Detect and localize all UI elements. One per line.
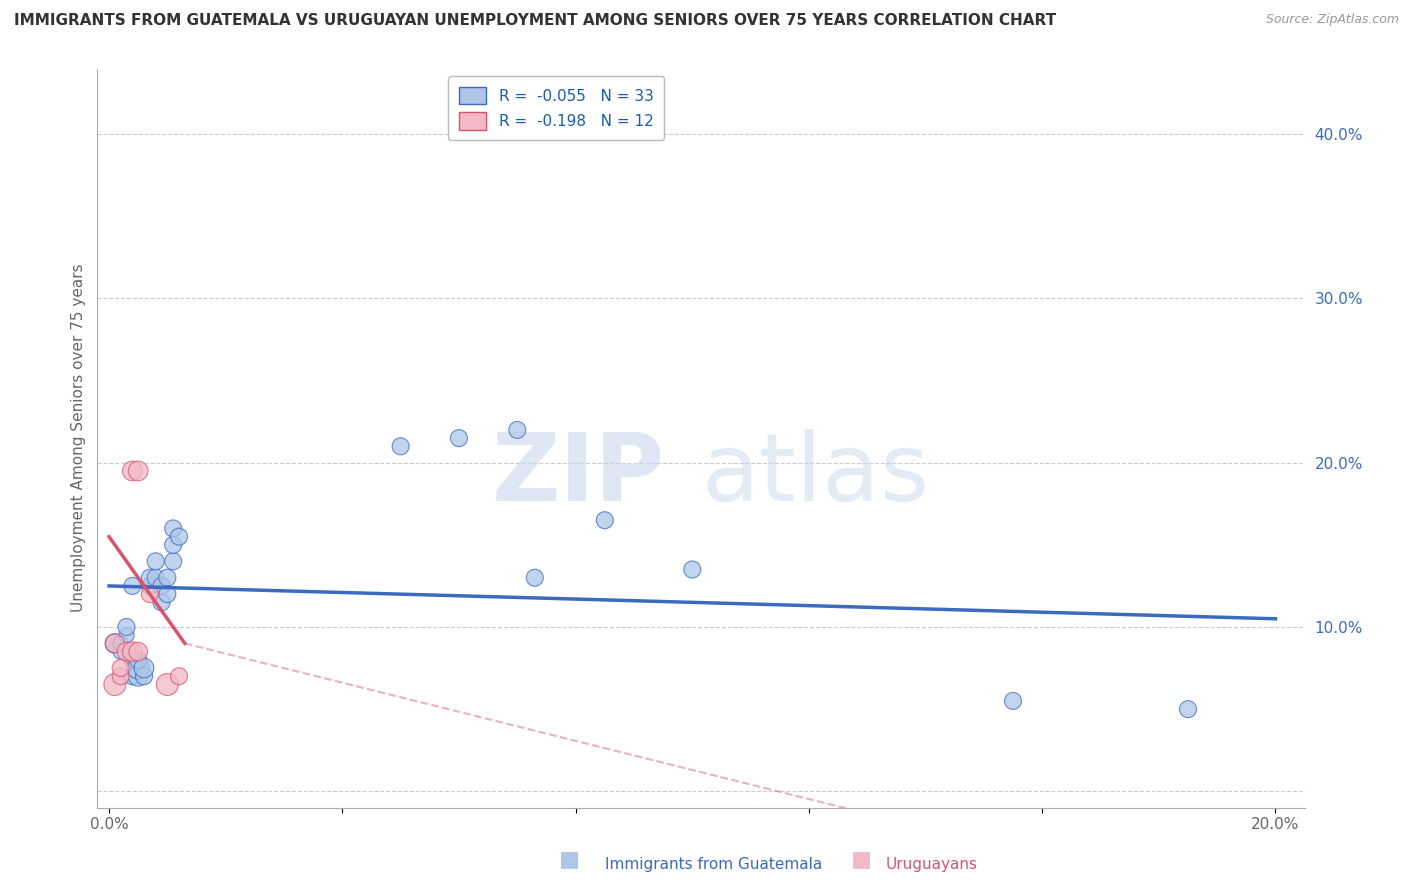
Legend: R =  -0.055   N = 33, R =  -0.198   N = 12: R = -0.055 N = 33, R = -0.198 N = 12 <box>449 76 664 140</box>
Point <box>127 645 149 659</box>
Text: ■: ■ <box>560 849 579 869</box>
Point <box>127 464 149 478</box>
Y-axis label: Unemployment Among Seniors over 75 years: Unemployment Among Seniors over 75 years <box>72 264 86 613</box>
Point <box>139 587 162 601</box>
Point <box>156 677 179 691</box>
Point <box>132 661 155 675</box>
Point <box>104 636 127 650</box>
Point <box>121 464 143 478</box>
Point <box>132 669 155 683</box>
Point <box>104 636 127 650</box>
Text: Uruguayans: Uruguayans <box>886 857 977 872</box>
Point <box>1177 702 1199 716</box>
Text: Source: ZipAtlas.com: Source: ZipAtlas.com <box>1265 13 1399 27</box>
Point <box>110 669 132 683</box>
Point <box>139 579 162 593</box>
Point <box>110 636 132 650</box>
Point <box>506 423 529 437</box>
Point <box>145 554 167 568</box>
Point <box>127 669 149 683</box>
Point <box>127 661 149 675</box>
Point <box>447 431 470 445</box>
Point <box>127 653 149 667</box>
Point <box>593 513 616 527</box>
Text: ■: ■ <box>852 849 872 869</box>
Point <box>167 530 190 544</box>
Point <box>162 521 184 535</box>
Point <box>389 439 412 453</box>
Text: Immigrants from Guatemala: Immigrants from Guatemala <box>605 857 823 872</box>
Point <box>115 645 138 659</box>
Text: IMMIGRANTS FROM GUATEMALA VS URUGUAYAN UNEMPLOYMENT AMONG SENIORS OVER 75 YEARS : IMMIGRANTS FROM GUATEMALA VS URUGUAYAN U… <box>14 13 1056 29</box>
Point <box>115 620 138 634</box>
Point <box>162 554 184 568</box>
Point <box>156 587 179 601</box>
Point <box>1002 694 1025 708</box>
Point <box>115 628 138 642</box>
Point <box>145 571 167 585</box>
Point <box>121 645 143 659</box>
Point <box>681 562 703 576</box>
Point <box>121 579 143 593</box>
Point <box>156 571 179 585</box>
Point <box>110 661 132 675</box>
Point <box>150 579 173 593</box>
Point <box>162 538 184 552</box>
Point <box>110 645 132 659</box>
Point <box>139 571 162 585</box>
Point <box>104 677 127 691</box>
Point <box>121 653 143 667</box>
Point <box>121 669 143 683</box>
Point <box>167 669 190 683</box>
Point <box>523 571 546 585</box>
Point <box>150 595 173 609</box>
Text: atlas: atlas <box>702 429 929 521</box>
Text: ZIP: ZIP <box>492 429 665 521</box>
